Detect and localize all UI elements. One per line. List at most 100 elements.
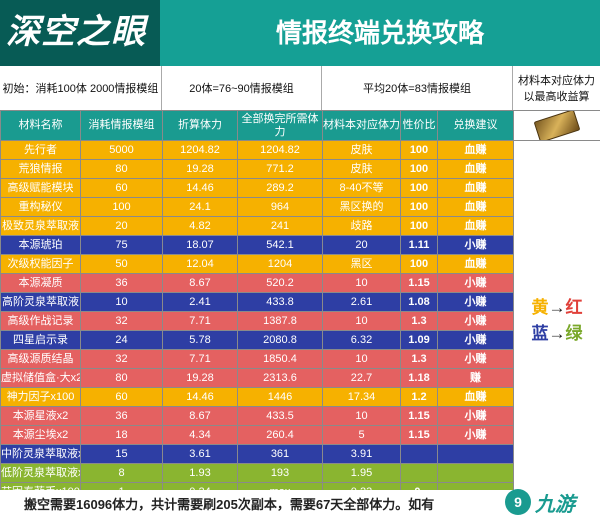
table-header-row: 材料名称 消耗情报模组 折算体力 全部换完所需体力 材料本对应体力 性价比 兑换… — [0, 110, 600, 141]
table-row: 本源琥珀 75 18.07 542.1 20 1.11 小赚 — [0, 235, 600, 255]
cell-ratio: 1.18 — [400, 368, 438, 388]
table-row: 本源尘埃x2 18 4.34 260.4 5 1.15 小赚 — [0, 425, 600, 445]
cell-name: 虚拟储值盒·大x2 — [0, 368, 81, 388]
cell-cost: 36 — [80, 273, 163, 293]
cell-total: 361 — [237, 444, 323, 464]
cell-cost: 5000 — [80, 140, 163, 160]
cell-ratio: 100 — [400, 216, 438, 236]
material-item-icon — [533, 111, 581, 140]
table-row: 本源星液x2 36 8.67 433.5 10 1.15 小赚 — [0, 406, 600, 426]
exchange-table: 材料名称 消耗情报模组 折算体力 全部换完所需体力 材料本对应体力 性价比 兑换… — [0, 110, 600, 502]
cell-ratio — [400, 444, 438, 464]
legend-arrow: → — [548, 298, 566, 317]
column-header: 材料名称 — [0, 110, 81, 141]
column-header: 性价比 — [400, 110, 438, 141]
cell-total: 289.2 — [237, 178, 323, 198]
cell-mat: 歧路 — [322, 216, 401, 236]
cell-ratio: 100 — [400, 254, 438, 274]
cell-name: 低阶灵泉萃取液x3 — [0, 463, 81, 483]
cell-total: 433.8 — [237, 292, 323, 312]
legend-red: 红 — [565, 298, 583, 317]
cell-advice: 血赚 — [437, 159, 514, 179]
cell-advice: 血赚 — [437, 197, 514, 217]
cell-name: 荒狼情报 — [0, 159, 81, 179]
cell-advice: 小赚 — [437, 273, 514, 293]
cell-mat: 5 — [322, 425, 401, 445]
cell-total: 2080.8 — [237, 330, 323, 350]
cell-cost: 60 — [80, 387, 163, 407]
cell-total: 1850.4 — [237, 349, 323, 369]
cell-stamina: 4.34 — [162, 425, 238, 445]
cell-mat: 皮肤 — [322, 159, 401, 179]
cell-ratio: 1.3 — [400, 349, 438, 369]
cell-advice: 血赚 — [437, 254, 514, 274]
cell-total: 1387.8 — [237, 311, 323, 331]
table-row: 高级源质结晶 32 7.71 1850.4 10 1.3 小赚 — [0, 349, 600, 369]
material-image-cell — [513, 110, 600, 141]
column-header: 消耗情报模组 — [80, 110, 163, 141]
legend-green: 绿 — [565, 324, 583, 343]
cell-mat: 2.61 — [322, 292, 401, 312]
cell-stamina: 3.61 — [162, 444, 238, 464]
cell-mat: 3.91 — [322, 444, 401, 464]
cell-name: 高阶灵泉萃取液 — [0, 292, 81, 312]
cell-advice: 小赚 — [437, 406, 514, 426]
cell-advice: 血赚 — [437, 387, 514, 407]
cell-name: 次级权能因子 — [0, 254, 81, 274]
sub-header-range: 20体=76~90情报模组 — [162, 66, 322, 110]
table-row: 荒狼情报 80 19.28 771.2 皮肤 100 血赚 — [0, 159, 600, 179]
cell-cost: 10 — [80, 292, 163, 312]
cell-cost: 32 — [80, 349, 163, 369]
column-header: 全部换完所需体力 — [237, 110, 323, 141]
cell-cost: 24 — [80, 330, 163, 350]
cell-name: 本源尘埃x2 — [0, 425, 81, 445]
cell-mat: 17.34 — [322, 387, 401, 407]
cell-stamina: 7.71 — [162, 311, 238, 331]
watermark-text: 九游 — [535, 493, 575, 516]
legend-blue: 蓝 — [531, 324, 549, 343]
cell-advice: 小赚 — [437, 292, 514, 312]
cell-mat: 8-40不等 — [322, 178, 401, 198]
cell-advice: 小赚 — [437, 330, 514, 350]
cell-name: 本源琥珀 — [0, 235, 81, 255]
cell-advice: 小赚 — [437, 349, 514, 369]
cell-ratio: 100 — [400, 197, 438, 217]
table-row: 四星启示录 24 5.78 2080.8 6.32 1.09 小赚 — [0, 330, 600, 350]
cell-stamina: 8.67 — [162, 406, 238, 426]
cell-ratio: 100 — [400, 140, 438, 160]
cell-cost: 32 — [80, 311, 163, 331]
cell-total: 771.2 — [237, 159, 323, 179]
cell-mat: 10 — [322, 311, 401, 331]
cell-advice: 小赚 — [437, 311, 514, 331]
cell-name: 本源凝质 — [0, 273, 81, 293]
cell-stamina: 12.04 — [162, 254, 238, 274]
cell-stamina: 5.78 — [162, 330, 238, 350]
cell-ratio: 1.15 — [400, 425, 438, 445]
cell-stamina: 18.07 — [162, 235, 238, 255]
cell-name: 中阶灵泉萃取液x3 — [0, 444, 81, 464]
cell-name: 四星启示录 — [0, 330, 81, 350]
legend-arrow: → — [548, 324, 566, 343]
cell-total: 542.1 — [237, 235, 323, 255]
cell-total: 1204.82 — [237, 140, 323, 160]
cell-cost: 50 — [80, 254, 163, 274]
sub-header-note: 材料本对应体力以最高收益算 — [518, 75, 595, 103]
cell-stamina: 14.46 — [162, 387, 238, 407]
page-header: 深空之眼 情报终端兑换攻略 — [0, 0, 600, 66]
table-row: 本源凝质 36 8.67 520.2 10 1.15 小赚 — [0, 273, 600, 293]
table-row: 高级作战记录 32 7.71 1387.8 10 1.3 小赚 — [0, 311, 600, 331]
footer-note: 搬空需要16096体力，共计需要刷205次副本，需要67天全部体力。如有 — [0, 490, 600, 520]
watermark: 9 九游 — [505, 484, 600, 520]
cell-cost: 80 — [80, 368, 163, 388]
table-row: 先行者 5000 1204.82 1204.82 皮肤 100 血赚 黄→红 蓝→绿 — [0, 140, 600, 502]
cell-ratio — [400, 463, 438, 483]
table-row: 高阶灵泉萃取液 10 2.41 433.8 2.61 1.08 小赚 — [0, 292, 600, 312]
column-header: 材料本对应体力 — [322, 110, 401, 141]
cell-advice: 血赚 — [437, 216, 514, 236]
cell-mat: 6.32 — [322, 330, 401, 350]
cell-cost: 8 — [80, 463, 163, 483]
cell-stamina: 7.71 — [162, 349, 238, 369]
page-title: 情报终端兑换攻略 — [275, 18, 484, 48]
